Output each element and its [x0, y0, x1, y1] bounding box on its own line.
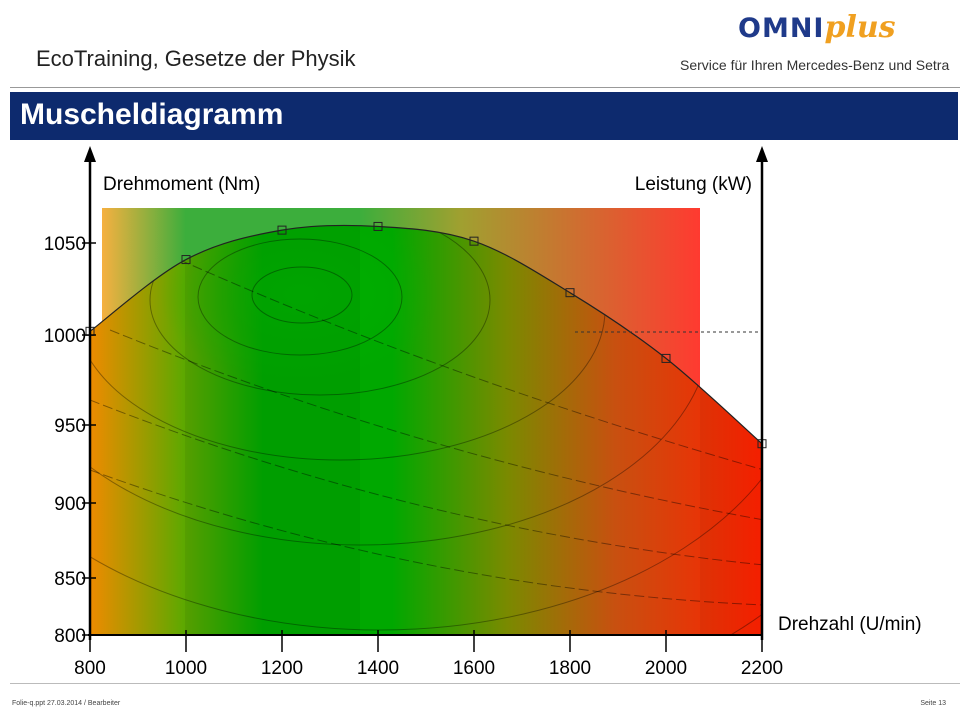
logo-main: OMNI: [738, 13, 825, 44]
x-tick-label: 800: [74, 658, 106, 679]
slide-banner: Muscheldiagramm: [10, 92, 958, 140]
x-axis-label: Drehzahl (U/min): [778, 614, 922, 635]
shell-diagram-chart: 800 1000 1200 1400 1600 1800 2000 2200 800 850 90…: [44, 146, 922, 679]
y-tick-label: 1000: [44, 326, 86, 347]
zone-band-red: [700, 225, 762, 635]
y-tick-label: 950: [54, 416, 86, 437]
footer-file-info: Folie-q.ppt 27.03.2014 / Bearbeiter: [12, 700, 121, 707]
x-tick-label: 2000: [645, 658, 687, 679]
zone-band-green: [185, 225, 360, 635]
curve-point-marker: [469, 236, 479, 246]
x-tick-label: 1000: [165, 658, 207, 679]
y-axis-right-arrow: [756, 146, 768, 162]
y-axis-label-left: Drehmoment (Nm): [103, 174, 260, 195]
x-tick-label: 1400: [357, 658, 399, 679]
y-tick-label: 850: [54, 569, 86, 590]
x-tick-label: 1600: [453, 658, 495, 679]
header-divider: [10, 87, 960, 88]
logo-tagline: Service für Ihren Mercedes-Benz und Setr…: [680, 57, 950, 73]
omniplus-logo: OMNIplus: [738, 10, 896, 50]
x-tick-label: 2200: [741, 658, 783, 679]
curve-point-marker: [565, 288, 575, 298]
x-tick-label: 1200: [261, 658, 303, 679]
curve-point-marker: [661, 353, 671, 363]
y-tick-label: 1050: [44, 234, 86, 255]
page-title: EcoTraining, Gesetze der Physik: [36, 46, 356, 71]
slide-heading: Muscheldiagramm: [20, 98, 284, 131]
footer-page-number: Seite 13: [920, 700, 946, 707]
sweet-spot-glow: [160, 225, 440, 385]
logo-accent: plus: [824, 10, 896, 45]
y-tick-label: 800: [54, 626, 86, 647]
full-load-torque-curve: [89, 224, 763, 445]
y-axis-label-right: Leistung (kW): [635, 174, 752, 195]
curve-point-marker: [373, 221, 383, 231]
curve-point-marker: [181, 255, 191, 265]
y-axis-left-arrow: [84, 146, 96, 162]
power-hyperbolas: [90, 259, 762, 606]
curve-point-marker: [277, 225, 287, 235]
y-tick-label: 900: [54, 494, 86, 515]
footer-divider: [10, 683, 960, 684]
x-tick-label: 1800: [549, 658, 591, 679]
